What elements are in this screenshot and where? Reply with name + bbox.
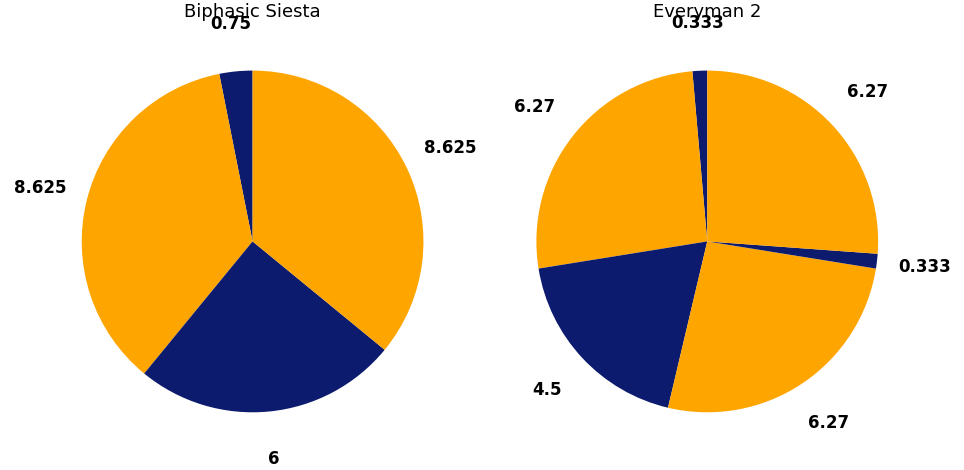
Text: 6.27: 6.27 [808, 414, 849, 432]
Wedge shape [708, 70, 878, 254]
Text: 6.27: 6.27 [846, 84, 888, 102]
Text: 8.625: 8.625 [424, 139, 476, 157]
Title: Everyman 2: Everyman 2 [653, 3, 762, 21]
Text: 0.333: 0.333 [671, 14, 724, 32]
Wedge shape [536, 71, 708, 268]
Wedge shape [668, 242, 876, 412]
Wedge shape [145, 242, 385, 412]
Wedge shape [82, 74, 253, 374]
Text: 0.333: 0.333 [898, 258, 951, 276]
Text: 6: 6 [268, 450, 280, 468]
Wedge shape [219, 70, 253, 242]
Text: 0.75: 0.75 [211, 15, 252, 33]
Text: 4.5: 4.5 [532, 381, 562, 400]
Wedge shape [692, 70, 708, 242]
Text: 8.625: 8.625 [14, 179, 67, 197]
Wedge shape [708, 242, 877, 268]
Title: Biphasic Siesta: Biphasic Siesta [184, 3, 321, 21]
Wedge shape [253, 70, 423, 350]
Text: 6.27: 6.27 [514, 98, 555, 116]
Wedge shape [539, 242, 708, 407]
